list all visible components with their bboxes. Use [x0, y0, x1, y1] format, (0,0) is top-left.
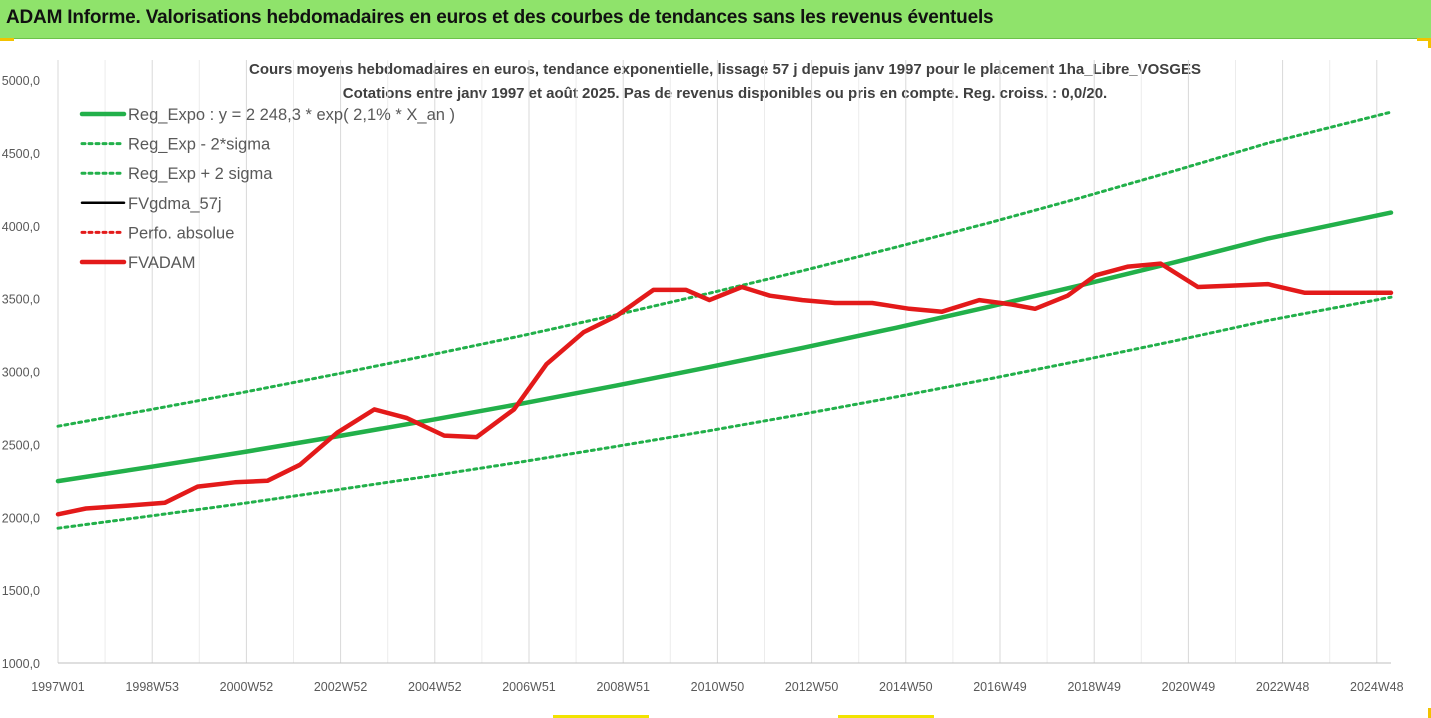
corner-marker-tr-v [1428, 38, 1431, 48]
legend-entry-label: Perfo. absolue [128, 224, 234, 242]
x-tick-label: 2010W50 [691, 680, 745, 694]
corner-marker-tl [0, 38, 14, 41]
y-tick-label: 4000,0 [2, 220, 40, 234]
series-line-1 [56, 295, 1393, 530]
x-tick-label: 2002W52 [314, 680, 368, 694]
x-tick-label: 2012W50 [785, 680, 839, 694]
y-tick-label: 1500,0 [2, 584, 40, 598]
x-tick-label: 2014W50 [879, 680, 933, 694]
x-tick-label: 2016W49 [973, 680, 1027, 694]
legend: Reg_Expo : y = 2 248,3 * exp( 2,1% * X_a… [79, 106, 455, 272]
series-line-0 [55, 210, 1394, 484]
corner-marker-tr [1417, 38, 1431, 41]
sheet-tab-marker-2 [838, 715, 934, 718]
x-tick-label: 2024W48 [1350, 680, 1404, 694]
y-tick-label: 5000,0 [2, 74, 40, 88]
series-line-5 [55, 261, 1394, 517]
chart-area: Cours moyens hebdomadaires en euros, ten… [0, 40, 1431, 718]
chart-title-block: Cours moyens hebdomadaires en euros, ten… [60, 58, 1390, 106]
chart-subtitle: Cotations entre janv 1997 et août 2025. … [342, 85, 1108, 102]
sheet-tab-marker-1 [553, 715, 649, 718]
legend-entry-label: FVgdma_57j [128, 195, 222, 213]
series-layer [55, 110, 1394, 530]
y-tick-label: 3500,0 [2, 293, 40, 307]
x-tick-label: 2008W51 [596, 680, 650, 694]
axis-layer: 1997W01 1998W53 2000W52 2002W52 2004W52 2006W… [2, 74, 1404, 694]
x-tick-label: 2018W49 [1067, 680, 1121, 694]
report-title: ADAM Informe. Valorisations hebdomadaire… [6, 7, 994, 28]
legend-entry-label: Reg_Exp - 2*sigma [128, 136, 271, 154]
y-tick-label: 3000,0 [2, 366, 40, 380]
x-tick-label: 2004W52 [408, 680, 462, 694]
chart-title: Cours moyens hebdomadaires en euros, ten… [248, 61, 1201, 78]
legend-entry-label: FVADAM [128, 254, 196, 272]
x-tick-label: 1998W53 [125, 680, 179, 694]
legend-entry-label: Reg_Exp + 2 sigma [128, 165, 273, 183]
y-tick-label: 2500,0 [2, 438, 40, 452]
corner-marker-br-v [1428, 708, 1431, 718]
x-tick-label: 2000W52 [220, 680, 274, 694]
grid-layer [57, 60, 1378, 663]
y-tick-label: 4500,0 [2, 147, 40, 161]
x-tick-label: 2022W48 [1256, 680, 1310, 694]
x-tick-label: 2020W49 [1162, 680, 1216, 694]
x-tick-label: 1997W01 [31, 680, 85, 694]
series-line-2 [56, 110, 1393, 428]
y-tick-label: 1000,0 [2, 657, 40, 671]
y-tick-label: 2000,0 [2, 511, 40, 525]
legend-entry-label: Reg_Expo : y = 2 248,3 * exp( 2,1% * X_a… [128, 106, 455, 124]
x-tick-label: 2006W51 [502, 680, 556, 694]
report-header: ADAM Informe. Valorisations hebdomadaire… [0, 0, 1431, 39]
